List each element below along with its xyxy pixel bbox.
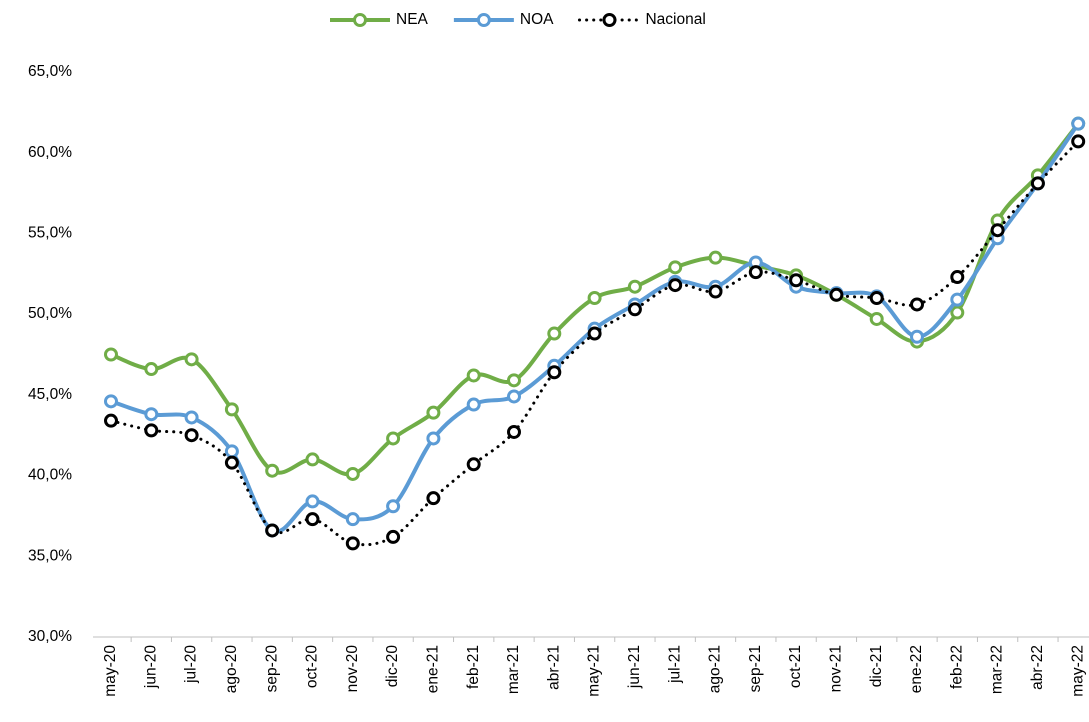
x-tick-label: nov-21 — [827, 645, 844, 692]
x-tick-label: oct-20 — [304, 645, 321, 688]
x-tick-label: jul-20 — [183, 645, 200, 684]
point — [627, 302, 642, 317]
point — [950, 292, 965, 307]
y-tick-label: 35,0% — [28, 547, 72, 564]
point — [104, 347, 118, 362]
point — [789, 273, 804, 288]
point — [587, 291, 602, 305]
point — [305, 452, 320, 467]
legend: NEA NOA Nacional — [330, 11, 706, 28]
point — [910, 297, 924, 312]
point — [587, 326, 602, 341]
point — [950, 270, 965, 285]
point — [466, 397, 481, 412]
point — [668, 278, 683, 293]
point — [426, 431, 441, 446]
point — [224, 444, 239, 459]
point — [184, 428, 199, 443]
legend-label: Nacional — [645, 11, 705, 28]
x-tick-label: jun-20 — [142, 645, 159, 689]
legend-marker — [602, 13, 617, 27]
point — [748, 265, 763, 280]
point — [668, 260, 683, 275]
point — [144, 407, 159, 422]
y-tick-label: 55,0% — [28, 225, 72, 242]
point — [224, 455, 239, 470]
y-tick-label: 50,0% — [28, 305, 72, 322]
point — [305, 512, 320, 527]
x-tick-label: feb-22 — [948, 645, 965, 689]
point — [547, 365, 562, 380]
x-tick-label: sep-20 — [263, 645, 280, 693]
point — [224, 402, 239, 417]
point — [950, 305, 965, 320]
x-tick-label: nov-20 — [344, 645, 361, 693]
legend-marker — [476, 13, 491, 27]
point — [507, 424, 521, 439]
point — [265, 463, 280, 478]
point — [386, 431, 401, 446]
point — [345, 512, 360, 527]
legend-label: NOA — [520, 11, 554, 28]
y-tick-label: 65,0% — [28, 63, 72, 80]
point — [345, 536, 360, 551]
point — [426, 405, 441, 420]
legend-label: NEA — [396, 11, 429, 28]
point — [708, 250, 723, 265]
x-tick-label: oct-21 — [787, 645, 804, 688]
y-tick-label: 45,0% — [28, 386, 72, 403]
x-tick-label: ene-21 — [424, 645, 441, 693]
point — [104, 413, 118, 428]
point — [386, 529, 401, 544]
x-tick-label: ene-22 — [908, 645, 925, 693]
x-tick-label: sep-21 — [747, 645, 764, 692]
y-tick-label: 30,0% — [28, 628, 72, 645]
x-tick-label: ago-21 — [707, 645, 724, 693]
point — [184, 410, 199, 425]
point — [144, 423, 159, 438]
point — [104, 394, 118, 409]
x-tick-label: abr-22 — [1029, 645, 1046, 690]
x-tick-label: may-20 — [102, 645, 119, 697]
point — [829, 287, 844, 302]
x-tick-label: feb-21 — [465, 645, 482, 689]
point — [1030, 176, 1045, 191]
point — [990, 223, 1005, 238]
point — [507, 373, 521, 388]
y-tick-label: 40,0% — [28, 467, 72, 484]
point — [466, 368, 481, 383]
x-tick-label: ago-20 — [223, 645, 240, 694]
x-tick-label: dic-21 — [868, 645, 885, 687]
point — [869, 311, 884, 326]
point — [466, 457, 481, 472]
point — [708, 284, 723, 299]
x-tick-label: dic-20 — [384, 645, 401, 688]
point — [184, 352, 199, 367]
x-tick-label: mar-22 — [989, 645, 1006, 694]
y-tick-label: 60,0% — [28, 144, 72, 161]
point — [547, 326, 562, 341]
point — [426, 491, 441, 506]
point — [345, 466, 360, 481]
x-tick-label: mar-21 — [505, 645, 522, 694]
legend-marker — [353, 13, 367, 27]
x-tick-label: jul-21 — [666, 645, 683, 684]
x-tick-label: abr-21 — [545, 645, 562, 690]
x-tick-label: may-21 — [586, 645, 603, 697]
x-tick-label: jun-21 — [626, 645, 643, 689]
point — [869, 291, 884, 305]
point — [627, 279, 642, 294]
x-tick-label: may-22 — [1069, 645, 1086, 697]
point — [1071, 134, 1086, 149]
point — [507, 389, 521, 404]
point — [265, 523, 280, 538]
point — [144, 362, 159, 377]
point — [910, 329, 924, 344]
point — [1071, 116, 1086, 131]
series-line — [109, 139, 1080, 547]
point — [386, 499, 401, 514]
point — [305, 494, 320, 509]
